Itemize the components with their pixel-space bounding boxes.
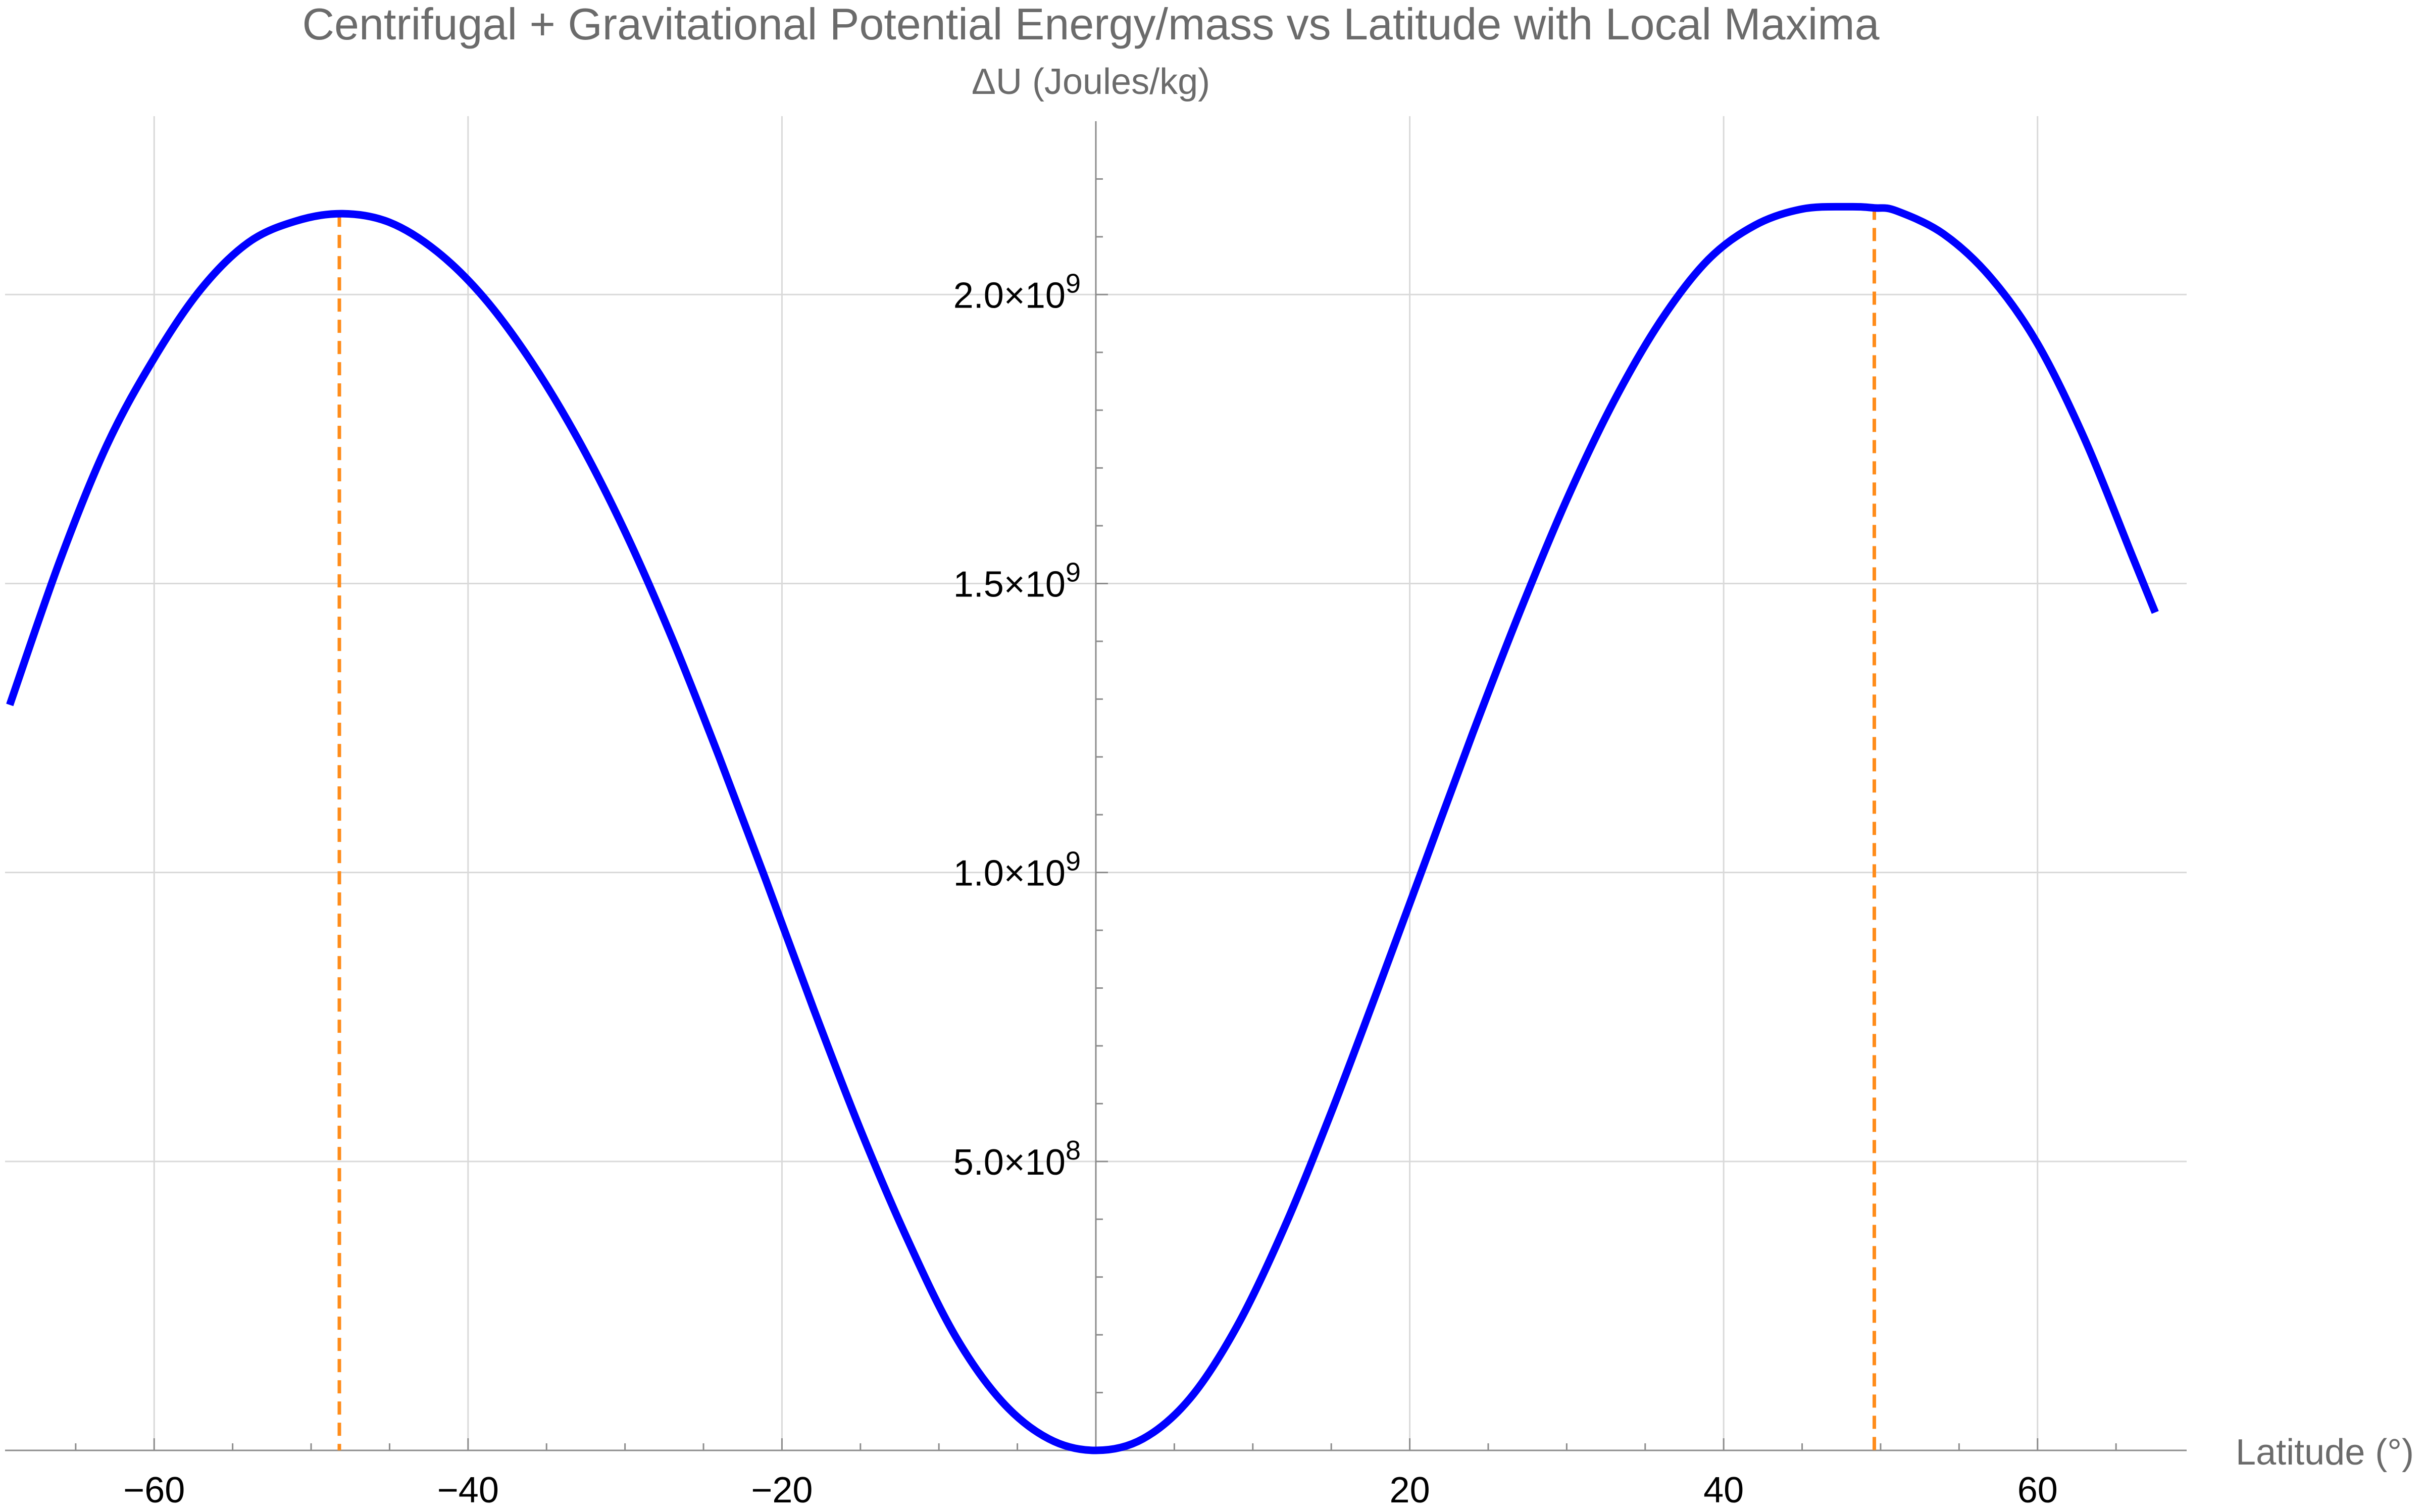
series-layer xyxy=(6,203,2159,1454)
x-axis-label: Latitude (°) xyxy=(2236,1432,2414,1473)
x-tick-label: −20 xyxy=(751,1470,813,1510)
y-axis-label: ΔU (Joules/kg) xyxy=(972,62,1210,102)
y-tick-label: 5.0×108 xyxy=(953,1135,1081,1183)
chart-title: Centrifugal + Gravitational Potential En… xyxy=(302,0,1879,49)
x-tick-label: 20 xyxy=(1390,1470,1430,1510)
y-tick-label: 1.0×109 xyxy=(953,846,1081,894)
y-tick-labels: 5.0×108 1.0×109 1.5×109 2.0×109 xyxy=(953,268,1081,1183)
minor-ticks xyxy=(75,178,2117,1450)
y-tick-label: 2.0×109 xyxy=(953,268,1081,316)
y-tick-label: 1.5×109 xyxy=(953,557,1081,604)
x-tick-labels: −60 −40 −20 20 40 60 xyxy=(123,1470,2058,1510)
x-tick-label: −60 xyxy=(123,1470,185,1510)
x-tick-label: 40 xyxy=(1703,1470,1744,1510)
local-maxima-markers xyxy=(337,207,1877,1450)
series-line xyxy=(6,203,2159,1454)
x-tick-label: 60 xyxy=(2017,1470,2058,1510)
x-tick-label: −40 xyxy=(437,1470,499,1510)
